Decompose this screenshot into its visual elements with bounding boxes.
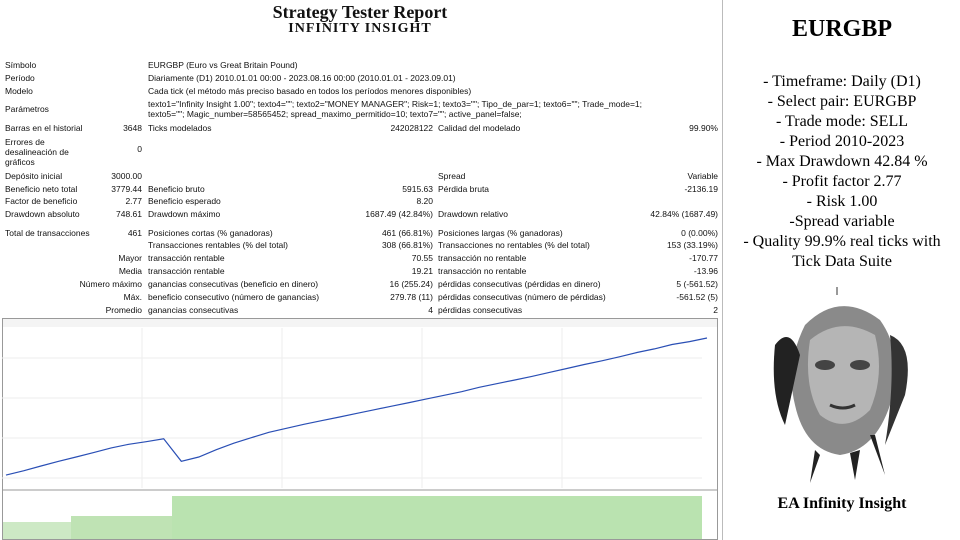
stat-value: -13.96 xyxy=(693,266,718,276)
stat-label: Ticks modelados xyxy=(148,123,212,133)
report-subtitle: INFINITY INSIGHT xyxy=(288,21,432,36)
stat-label: beneficio consecutivo (número de gananci… xyxy=(148,292,320,302)
balance-line xyxy=(5,337,708,476)
stat-label: Máx. xyxy=(123,292,142,302)
stat-value: 461 xyxy=(127,228,142,238)
stat-value: -170.77 xyxy=(689,253,718,263)
report-title: Strategy Tester Report xyxy=(272,2,448,22)
info-label: Período xyxy=(5,73,35,83)
stat-label: Número máximo xyxy=(79,279,142,289)
stat-value: -2136.19 xyxy=(684,184,718,194)
info-value: EURGBP (Euro vs Great Britain Pound) xyxy=(148,60,298,70)
side-line: - Quality 99.9% real ticks with xyxy=(743,233,941,250)
stat-label: Promedio xyxy=(105,305,142,315)
stat-value: 19.21 xyxy=(411,266,433,276)
stat-label: Barras en el historial xyxy=(5,123,83,133)
stat-label: Errores de desalineación de gráficos xyxy=(5,137,69,167)
stat-value: 3779.44 xyxy=(111,184,142,194)
info-value: texto5=""; Magic_number=58565452; spread… xyxy=(148,109,522,119)
info-label: Modelo xyxy=(5,86,33,96)
graph-header xyxy=(3,319,717,327)
info-label: Parámetros xyxy=(5,104,49,114)
stat-label: pérdidas consecutivas (pérdidas en diner… xyxy=(438,279,601,289)
stat-value: 70.55 xyxy=(411,253,433,263)
stat-label: Beneficio bruto xyxy=(148,184,205,194)
side-line: - Profit factor 2.77 xyxy=(782,173,902,190)
stat-value: 308 (66.81%) xyxy=(381,240,433,250)
stat-value: 3000.00 xyxy=(111,171,142,181)
stat-value: 5 (-561.52) xyxy=(676,279,718,289)
volume-area xyxy=(172,496,702,539)
stat-value: Variable xyxy=(687,171,718,181)
side-line: -Spread variable xyxy=(789,213,895,230)
info-value: texto1="Infinity Insight 1.00"; texto4="… xyxy=(148,99,643,109)
face-image xyxy=(773,287,908,483)
side-line: - Select pair: EURGBP xyxy=(767,93,917,110)
stat-value: 153 (33.19%) xyxy=(666,240,718,250)
side-line: - Max Drawdown 42.84 % xyxy=(756,153,928,170)
volume-area xyxy=(3,522,71,539)
stat-label: ganancias consecutivas (beneficio en din… xyxy=(148,279,319,289)
stat-value: -561.52 (5) xyxy=(676,292,718,302)
stat-value: 461 (66.81%) xyxy=(381,228,433,238)
stat-value: 242028122 xyxy=(390,123,433,133)
stat-value: 279.78 (11) xyxy=(390,292,433,302)
stat-label: Factor de beneficio xyxy=(5,196,78,206)
stat-label: Spread xyxy=(438,171,466,181)
info-label: Símbolo xyxy=(5,60,37,70)
side-title: EURGBP xyxy=(791,16,892,42)
stat-value: 5915.63 xyxy=(402,184,433,194)
stat-label: Calidad del modelado xyxy=(438,123,521,133)
graph-grid xyxy=(2,328,702,488)
stat-label: transacción no rentable xyxy=(438,266,527,276)
side-line: - Trade mode: SELL xyxy=(776,113,908,130)
stat-label: Drawdown máximo xyxy=(148,209,221,219)
stat-label: Pérdida bruta xyxy=(438,184,490,194)
stat-value: 0 (0.00%) xyxy=(681,228,718,238)
info-value: Cada tick (el método más preciso basado … xyxy=(148,86,472,96)
side-line: - Risk 1.00 xyxy=(806,193,878,210)
stat-value: 2 xyxy=(713,305,718,315)
stat-value: 8.20 xyxy=(416,196,433,206)
stat-label: Beneficio esperado xyxy=(148,196,221,206)
divider xyxy=(722,0,723,540)
stat-label: Posiciones cortas (% ganadoras) xyxy=(148,228,273,238)
balance-graph xyxy=(2,318,718,540)
stat-value: 0 xyxy=(137,144,142,154)
stat-label: Transacciones rentables (% del total) xyxy=(148,240,289,250)
stat-value: 2.77 xyxy=(125,196,142,206)
stat-label: Total de transacciones xyxy=(5,228,90,238)
stat-label: Beneficio neto total xyxy=(5,184,78,194)
stat-label: Drawdown absoluto xyxy=(5,209,80,219)
stat-value: 748.61 xyxy=(116,209,142,219)
stat-label: transacción no rentable xyxy=(438,253,527,263)
side-footer: EA Infinity Insight xyxy=(777,495,907,512)
stat-label: Mayor xyxy=(118,253,142,263)
side-line: - Period 2010-2023 xyxy=(779,133,905,150)
stat-label: transacción rentable xyxy=(148,266,225,276)
stat-value: 1687.49 (42.84%) xyxy=(365,209,433,219)
side-list: - Timeframe: Daily (D1) - Select pair: EU… xyxy=(724,72,960,272)
side-line: - Timeframe: Daily (D1) xyxy=(763,73,921,90)
stat-label: pérdidas consecutivas xyxy=(438,305,523,315)
stat-label: pérdidas consecutivas (número de pérdida… xyxy=(438,292,606,302)
stat-value: 99.90% xyxy=(689,123,718,133)
stat-label: Media xyxy=(118,266,142,276)
stat-label: Posiciones largas (% ganadoras) xyxy=(438,228,563,238)
stat-value: 4 xyxy=(428,305,433,315)
stat-label: Drawdown relativo xyxy=(438,209,508,219)
stat-value: 42.84% (1687.49) xyxy=(650,209,718,219)
side-line: Tick Data Suite xyxy=(792,253,892,270)
stat-label: Transacciones no rentables (% del total) xyxy=(438,240,590,250)
stat-value: 16 (255.24) xyxy=(389,279,433,289)
stat-label: transacción rentable xyxy=(148,253,225,263)
info-value: Diariamente (D1) 2010.01.01 00:00 - 2023… xyxy=(148,73,456,83)
volume-area xyxy=(71,516,172,539)
stat-label: Depósito inicial xyxy=(5,171,63,181)
stat-value: 3648 xyxy=(123,123,142,133)
stat-label: ganancias consecutivas xyxy=(148,305,239,315)
